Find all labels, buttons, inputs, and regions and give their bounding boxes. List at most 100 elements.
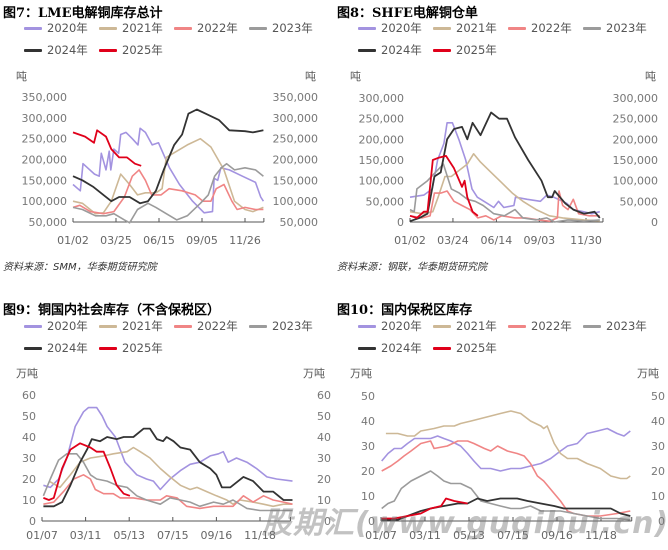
x-tick-label: 05/13 [453, 529, 485, 542]
y-unit-right: 万吨 [637, 367, 659, 380]
x-tick-label: 11/26 [229, 234, 261, 247]
legend-item: 2023年 [583, 318, 658, 334]
legend-item: 2021年 [99, 20, 174, 36]
y-tick-label-right: 20 [651, 465, 665, 478]
y-tick-label-left: 40 [361, 415, 375, 428]
y-tick-label-left: 30 [361, 440, 375, 453]
y-tick-label-right: 150,000 [273, 174, 319, 187]
y-tick-label-right: 50,000 [620, 195, 659, 208]
legend-swatch [433, 48, 451, 52]
x-tick-label: 07/15 [157, 529, 189, 542]
x-tick-label: 11/30 [570, 234, 602, 247]
chart-title: 图7：LME电解铜库存总计 [3, 6, 163, 21]
series-line-2024 [409, 111, 601, 223]
x-tick-label: 03/11 [70, 529, 102, 542]
legend-item: 2025年 [433, 42, 508, 58]
y-tick-label-left: 250,000 [359, 113, 405, 126]
x-tick-label: 01/07 [26, 529, 58, 542]
series-line-2025 [409, 155, 479, 219]
y-tick-label-right: 100,000 [613, 175, 659, 188]
legend-label: 2021年 [456, 319, 497, 333]
series-line-2021 [409, 153, 600, 222]
legend-label: 2023年 [606, 319, 647, 333]
y-tick-label-right: 50 [651, 390, 665, 403]
x-tick-label: 09/03 [523, 234, 555, 247]
legend-label: 2024年 [47, 43, 88, 57]
chart-title: 图8：SHFE电解铜仓单 [337, 6, 478, 21]
y-tick-label-right: 200,000 [613, 133, 659, 146]
legend: 2020年 2021年 2022年 2023年 2024年 2025年 [358, 318, 668, 356]
series-line-2024 [43, 427, 293, 508]
watermark: 股期汇(www.guqihui.cn) [262, 506, 668, 541]
y-tick-label-right: 150,000 [613, 154, 659, 167]
plot: 01/07 03/11 05/13 07/15 09/16 11/18 0 0 10 10 20 20… [361, 390, 665, 542]
y-tick-label-left: 30 [22, 452, 36, 465]
legend-item: 2022年 [508, 20, 583, 36]
legend-label: 2025年 [456, 341, 497, 355]
series-line-2021 [48, 446, 293, 508]
legend-swatch [249, 324, 267, 328]
legend-label: 2022年 [531, 319, 572, 333]
y-unit-left: 万吨 [350, 367, 372, 380]
series-line-2023 [381, 470, 631, 521]
y-tick-label-left: 50,000 [366, 195, 405, 208]
chart-shfe-warrants: 图8：SHFE电解铜仓单 2020年 2021年 2022年 2023年 2024年 202… [334, 0, 668, 275]
y-tick-label-left: 50 [361, 390, 375, 403]
series-line-2021 [72, 137, 264, 215]
series-line-2022 [72, 169, 264, 215]
y-tick-label-left: 300,000 [22, 112, 68, 125]
y-tick-label-right: 0 [651, 216, 658, 229]
y-tick-label-right: 30 [651, 440, 665, 453]
y-tick-label-right: 350,000 [273, 91, 319, 104]
legend-swatch [24, 346, 42, 350]
legend-item: 2021年 [99, 318, 174, 334]
legend-swatch [583, 324, 601, 328]
y-tick-label-left: 150,000 [359, 154, 405, 167]
y-tick-label-left: 350,000 [22, 91, 68, 104]
legend-swatch [358, 26, 376, 30]
legend-item: 2020年 [24, 318, 99, 334]
legend-item: 2020年 [358, 20, 433, 36]
y-tick-label-right: 250,000 [613, 113, 659, 126]
y-tick-label-right: 40 [317, 431, 331, 444]
legend-item: 2024年 [24, 340, 99, 356]
legend-item: 2024年 [24, 42, 99, 58]
y-unit-left: 万吨 [16, 367, 38, 380]
y-tick-label-left: 200,000 [359, 133, 405, 146]
y-tick-label-left: 100,000 [359, 175, 405, 188]
x-tick-label: 03/25 [100, 234, 132, 247]
y-tick-label-right: 50,000 [280, 216, 319, 229]
legend-swatch [358, 324, 376, 328]
y-unit-right: 吨 [645, 70, 656, 83]
y-tick-label-left: 50 [22, 410, 36, 423]
legend-swatch [174, 324, 192, 328]
y-tick-label-right: 100,000 [273, 195, 319, 208]
x-tick-label: 07/15 [497, 529, 529, 542]
y-tick-label-right: 200,000 [273, 154, 319, 167]
y-tick-label-right: 30 [317, 452, 331, 465]
plot: 01/02 03/24 06/14 09/03 11/30 0 0 50,000 50,000 1… [359, 92, 659, 247]
legend-item: 2022年 [174, 318, 249, 334]
legend-swatch [433, 346, 451, 350]
legend-swatch [433, 26, 451, 30]
x-tick-label: 01/07 [365, 529, 397, 542]
chart-title: 图9：铜国内社会库存（不含保税区） [3, 303, 221, 318]
legend-item: 2023年 [249, 318, 324, 334]
legend-swatch [508, 324, 526, 328]
legend-label: 2020年 [381, 21, 422, 35]
legend-label: 2025年 [456, 43, 497, 57]
legend-swatch [358, 48, 376, 52]
chart-lme-inventory: 图7：LME电解铜库存总计 2020年 2021年 2022年 2023年 2024年 20… [0, 0, 334, 275]
x-tick-label: 11/18 [244, 529, 276, 542]
legend-item: 2024年 [358, 42, 433, 58]
y-tick-label-right: 50 [317, 410, 331, 423]
legend-label: 2020年 [47, 319, 88, 333]
legend-swatch [583, 26, 601, 30]
series-line-2025 [43, 442, 131, 501]
legend-label: 2022年 [531, 21, 572, 35]
series-line-2021 [385, 410, 631, 480]
series-line-2025 [72, 129, 142, 167]
series-line-2020 [381, 427, 631, 472]
legend-item: 2023年 [249, 20, 324, 36]
legend-label: 2021年 [122, 319, 163, 333]
